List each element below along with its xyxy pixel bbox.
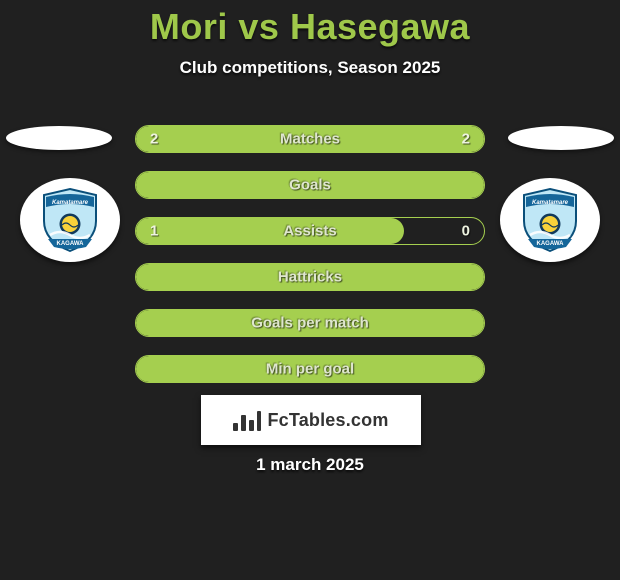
stat-row: Hattricks [135,263,485,291]
bar-icon-bar [257,411,262,431]
svg-text:Kamatamare: Kamatamare [532,200,569,206]
club-badge-left: Kamatamare KAGAWA [20,178,120,262]
bar-icon-bar [249,420,254,431]
stat-row: 22Matches [135,125,485,153]
stat-label: Assists [136,223,484,240]
stat-label: Min per goal [136,361,484,378]
stat-row: Min per goal [135,355,485,383]
club-crest-icon: Kamatamare KAGAWA [40,187,100,253]
bar-icon-bar [233,423,238,431]
date-label: 1 march 2025 [0,455,620,475]
stat-label: Matches [136,131,484,148]
watermark-text: FcTables.com [267,410,388,431]
page-title: Mori vs Hasegawa [0,0,620,48]
svg-text:Kamatamare: Kamatamare [52,200,89,206]
player-right-avatar [508,126,614,150]
stat-label: Hattricks [136,269,484,286]
club-crest-icon: Kamatamare KAGAWA [520,187,580,253]
club-badge-right: Kamatamare KAGAWA [500,178,600,262]
stat-row: Goals per match [135,309,485,337]
svg-text:KAGAWA: KAGAWA [537,241,565,247]
stat-label: Goals [136,177,484,194]
svg-text:KAGAWA: KAGAWA [57,241,85,247]
page-subtitle: Club competitions, Season 2025 [0,58,620,78]
watermark-plate: FcTables.com [201,395,421,445]
stat-list: 22Matches Goals 10Assists Hattricks Goals pe… [135,125,485,401]
bar-icon-bar [241,415,246,431]
stat-label: Goals per match [136,315,484,332]
comparison-card: Mori vs Hasegawa Club competitions, Seas… [0,0,620,483]
stat-row: 10Assists [135,217,485,245]
bar-chart-icon [233,409,261,431]
player-left-avatar [6,126,112,150]
stat-row: Goals [135,171,485,199]
